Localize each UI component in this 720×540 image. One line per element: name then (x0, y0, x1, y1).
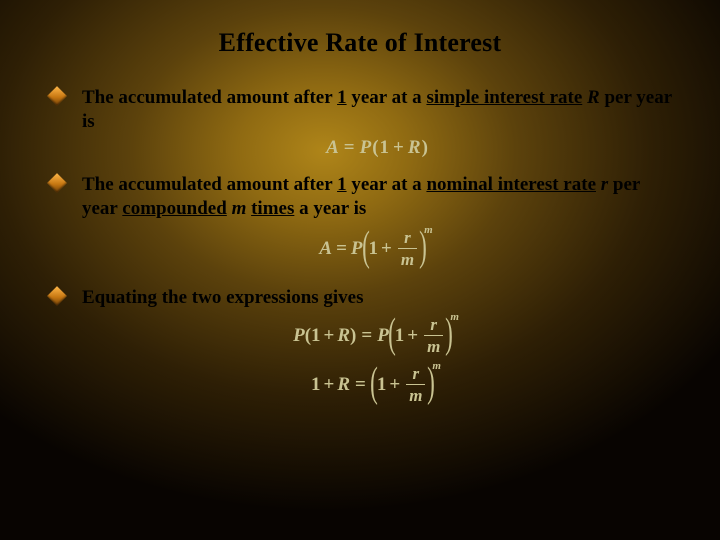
formula-2: A = P ( 1 + r m ) m (319, 229, 434, 268)
f3-eq: = (361, 326, 372, 345)
b1-mid1: year at a (347, 87, 427, 108)
page-title: Effective Rate of Interest (48, 28, 672, 58)
f1-A: A (326, 138, 339, 157)
f2-1: 1 (369, 239, 379, 258)
f4-R: R (337, 375, 350, 394)
fraction-bar-icon (398, 248, 417, 249)
f4-plus2: + (389, 375, 400, 394)
lparen-icon: ( (362, 231, 370, 265)
f3-plus: + (324, 326, 335, 345)
diamond-icon (47, 173, 67, 193)
f3-exp: m (450, 312, 459, 323)
f2-den: m (398, 251, 417, 268)
formula-3: P ( 1 + R ) = P ( 1 + r m (293, 316, 461, 355)
diamond-icon (47, 86, 67, 106)
f4-num: r (409, 365, 422, 382)
f3-R: R (337, 326, 350, 345)
b2-mid1: year at a (347, 174, 427, 195)
f2-exp: m (424, 225, 433, 236)
f3-1: 1 (311, 326, 321, 345)
bullet-item-1: The accumulated amount after 1 year at a… (48, 86, 672, 159)
f3-plus2: + (407, 326, 418, 345)
f2-plus: + (381, 239, 392, 258)
b1-u2: simple interest rate (426, 87, 582, 108)
f4-exp: m (432, 361, 441, 372)
b1-u1: 1 (337, 87, 347, 108)
b2-post: a year is (294, 198, 366, 219)
formula-4-wrap: 1 + R = ( 1 + r m ) m (82, 365, 672, 404)
diamond-icon (47, 286, 67, 306)
f2-eq: = (336, 239, 347, 258)
f3-P: P (293, 326, 305, 345)
f4-1: 1 (311, 375, 321, 394)
rparen-icon: ) (446, 318, 454, 352)
b2-u2: nominal interest rate (426, 174, 596, 195)
lparen-icon: ( (370, 367, 378, 401)
b2-pre: The accumulated amount after (82, 174, 337, 195)
f1-R: R (408, 138, 421, 157)
f1-lp: ( (372, 138, 378, 157)
f3-P2: P (377, 326, 389, 345)
formula-2-wrap: A = P ( 1 + r m ) m (82, 229, 672, 268)
b1-pre: The accumulated amount after (82, 87, 337, 108)
b1-var: R (587, 87, 600, 108)
formula-1-wrap: A = P ( 1 + R ) (82, 136, 672, 160)
f3-rp: ) (350, 326, 356, 345)
f3-num: r (427, 316, 440, 333)
f1-eq: = (344, 138, 355, 157)
f1-plus: + (393, 138, 404, 157)
f1-P: P (360, 138, 372, 157)
b2-u1: 1 (337, 174, 347, 195)
bullet-item-2: The accumulated amount after 1 year at a… (48, 173, 672, 268)
f3-1b: 1 (395, 326, 405, 345)
slide: Effective Rate of Interest The accumulat… (0, 0, 720, 540)
f3-paren-group: ( 1 + r m ) m (389, 316, 461, 355)
formula-1: A = P ( 1 + R ) (326, 138, 428, 157)
formula-3-wrap: P ( 1 + R ) = P ( 1 + r m (82, 316, 672, 355)
rparen-icon: ) (428, 367, 436, 401)
f2-A: A (319, 239, 332, 258)
f1-rp: ) (422, 138, 428, 157)
formula-4: 1 + R = ( 1 + r m ) m (311, 365, 443, 404)
f4-frac: r m (406, 365, 425, 404)
rparen-icon: ) (419, 231, 427, 265)
b2-var2: m (232, 198, 247, 219)
fraction-bar-icon (406, 384, 425, 385)
f3-den: m (424, 338, 443, 355)
f4-den: m (406, 387, 425, 404)
f2-frac: r m (398, 229, 417, 268)
f3-frac: r m (424, 316, 443, 355)
b3-text: Equating the two expressions gives (82, 287, 364, 308)
f4-paren-group: ( 1 + r m ) m (371, 365, 443, 404)
f1-1: 1 (380, 138, 390, 157)
b2-u3: compounded (122, 198, 227, 219)
fraction-bar-icon (424, 335, 443, 336)
bullet-item-3: Equating the two expressions gives P ( 1… (48, 286, 672, 404)
f2-P: P (351, 239, 363, 258)
f2-num: r (401, 229, 414, 246)
f4-1b: 1 (377, 375, 387, 394)
f4-plus: + (324, 375, 335, 394)
f4-eq: = (355, 375, 366, 394)
b2-u4: times (251, 198, 294, 219)
f2-paren-group: ( 1 + r m ) m (363, 229, 435, 268)
lparen-icon: ( (388, 318, 396, 352)
bullet-list: The accumulated amount after 1 year at a… (48, 86, 672, 404)
